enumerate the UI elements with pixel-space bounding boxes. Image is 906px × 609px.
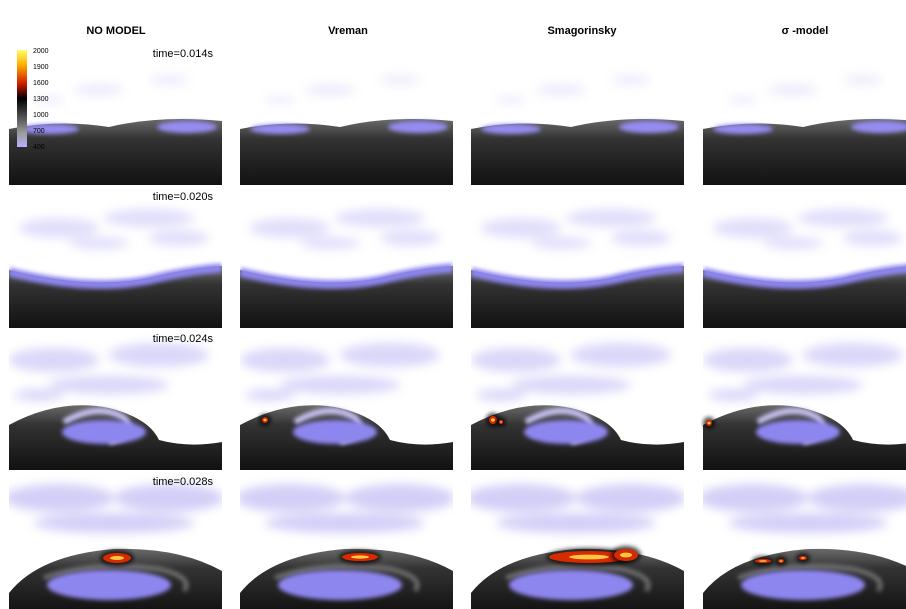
colorbar-label: 1600 [33, 80, 49, 87]
hot-spot [100, 550, 134, 566]
simulation-panel [9, 330, 222, 470]
time-label: time=0.024s [153, 333, 214, 345]
column-header: σ -model [782, 25, 829, 37]
hot-spot [259, 414, 271, 426]
simulation-panel [703, 330, 906, 470]
hot-spot-peak [801, 557, 805, 559]
simulation-panel [698, 473, 906, 609]
figure: NO MODEL Vreman Smagorinsky σ -model time=0.… [0, 0, 906, 609]
hot-spot-peak [351, 555, 369, 558]
hot-spot-peak [569, 555, 609, 560]
hot-spot-peak [759, 560, 767, 562]
hot-spot-peak [491, 418, 495, 421]
column-header: Smagorinsky [547, 25, 617, 37]
simulation-panel [9, 188, 222, 328]
hot-spot-peak [110, 556, 124, 560]
colorbar-label: 700 [33, 128, 45, 135]
simulation-panel [240, 45, 453, 185]
time-label: time=0.014s [153, 48, 214, 60]
hot-spot [611, 546, 641, 564]
colorbar-label: 1300 [33, 96, 49, 103]
hot-spot-peak [708, 422, 711, 424]
simulation-panel [240, 330, 453, 470]
column-header: NO MODEL [86, 25, 146, 37]
hot-spot [775, 556, 787, 566]
simulation-panel [471, 45, 684, 185]
hot-spot [752, 556, 774, 566]
time-label: time=0.028s [153, 476, 214, 488]
page: NO MODEL Vreman Smagorinsky σ -model time=0.… [0, 0, 906, 609]
hot-spot-peak [264, 419, 267, 421]
simulation-panel [471, 330, 684, 470]
colorbar-label: 400 [33, 144, 45, 151]
hot-spot-peak [500, 421, 502, 423]
simulation-panel [4, 473, 224, 609]
hot-spot-peak [780, 560, 783, 562]
colorbar-label: 2000 [33, 48, 49, 55]
column-header: Vreman [328, 25, 368, 37]
simulation-panel [703, 45, 906, 185]
colorbar [17, 50, 27, 147]
simulation-panel [240, 188, 453, 328]
simulation-panel [703, 188, 906, 328]
colorbar-label: 1900 [33, 64, 49, 71]
simulation-panel [471, 188, 684, 328]
hot-spot [796, 553, 810, 563]
hot-spot [496, 417, 506, 427]
hot-spot [339, 550, 381, 564]
colorbar-label: 1000 [33, 112, 49, 119]
hot-spot-peak [620, 553, 632, 558]
hot-spot [703, 417, 715, 429]
simulation-panel [466, 473, 686, 609]
time-label: time=0.020s [153, 191, 214, 203]
simulation-panel [235, 473, 455, 609]
